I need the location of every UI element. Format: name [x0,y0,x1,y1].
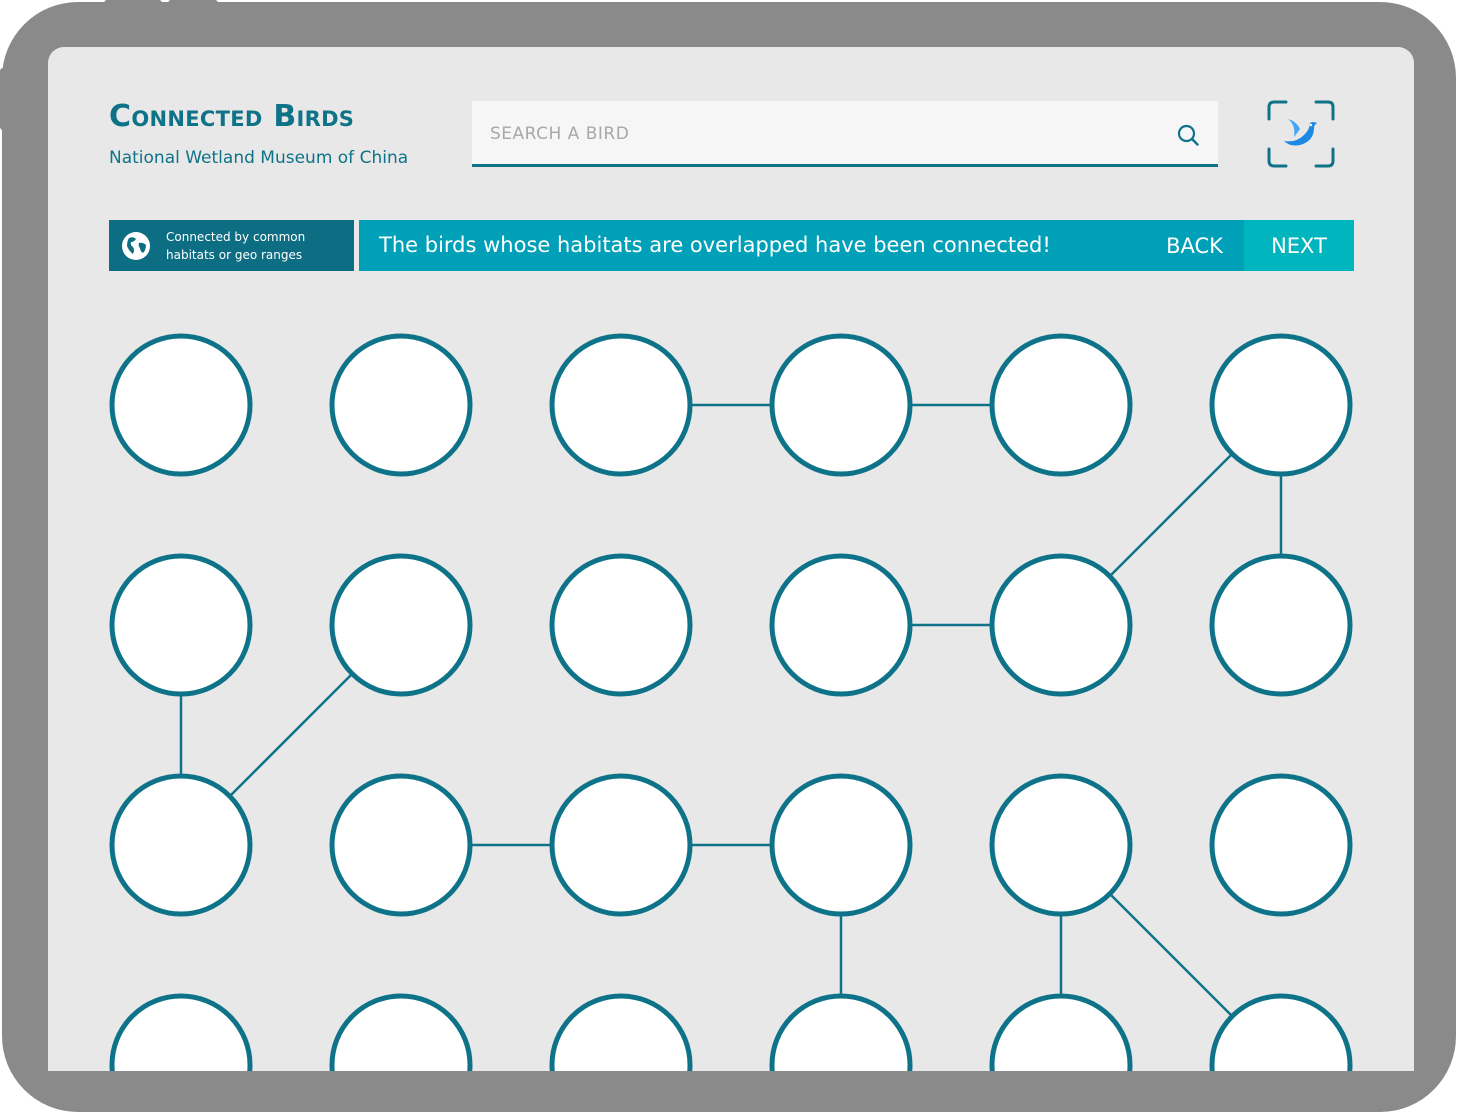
connection-legend: Connected by common habitats or geo rang… [109,220,354,271]
bird-scan-icon[interactable] [1266,99,1336,169]
info-banner: The birds whose habitats are overlapped … [359,220,1244,271]
bird-ring [549,993,693,1071]
connection-link [229,673,353,797]
bird-node-blue-gray-gnatcatcher[interactable] [549,773,693,917]
bird-ring [109,553,253,697]
bird-ring [109,773,253,917]
bird-node-blue-jay[interactable] [329,553,473,697]
bird-ring [1209,773,1353,917]
connection-link [1109,453,1233,577]
bird-node-black-and-white-warbler[interactable] [329,993,473,1071]
app-title: Connected Birds [109,99,355,134]
bird-ring [1209,553,1353,697]
bird-node-european-robin[interactable] [989,993,1133,1071]
bird-node-prairie-warbler[interactable] [1209,553,1353,697]
nodes-layer [109,333,1353,1071]
bird-node-frigatebird[interactable] [1209,773,1353,917]
legend-text: Connected by common habitats or geo rang… [166,230,306,262]
bird-ring [329,553,473,697]
bird-ring [109,993,253,1071]
bird-node-white-breasted-nuthatch[interactable] [1209,993,1353,1071]
bird-ring [109,333,253,477]
bird-ring [989,993,1133,1071]
bird-node-baltimore-oriole[interactable] [1209,333,1353,477]
bird-node-eurasian-blue-tit[interactable] [769,993,913,1071]
bird-ring [769,333,913,477]
bird-node-azure-tit[interactable] [769,773,913,917]
bird-node-great-blue-heron[interactable] [109,773,253,917]
search-icon[interactable] [1176,123,1200,147]
bird-ring [549,553,693,697]
bird-node-blue-headed-finch[interactable] [549,993,693,1071]
next-button[interactable]: NEXT [1244,220,1354,271]
bird-node-great-auk[interactable] [109,333,253,477]
back-button[interactable]: BACK [1145,220,1244,271]
bird-network [109,333,1353,1071]
bird-node-carolina-parakeet[interactable] [769,333,913,477]
bird-node-blue-tit[interactable] [989,553,1133,697]
bird-ring [329,333,473,477]
bird-ring [769,993,913,1071]
bird-ring [1209,993,1353,1071]
bird-ring [549,333,693,477]
app-subtitle: National Wetland Museum of China [109,148,409,168]
banner-message: The birds whose habitats are overlapped … [379,233,1051,257]
bird-node-spectacled-eider[interactable] [329,333,473,477]
bird-ring [769,773,913,917]
bird-ring [989,333,1133,477]
bird-ring [989,553,1133,697]
bird-icon [1284,119,1317,146]
connection-link [1109,893,1233,1017]
links-layer [179,403,1283,1017]
bird-ring [329,993,473,1071]
bird-ring [549,773,693,917]
search-input[interactable] [488,101,1172,166]
bird-node-emerald-tanager[interactable] [769,553,913,697]
bird-node-yellow-warbler-pair[interactable] [989,333,1133,477]
search-bar [472,101,1218,167]
bird-ring [1209,333,1353,477]
app-screen: Connected Birds National Wetland Museum … [48,47,1414,1071]
globe-icon [122,232,150,260]
bird-node-superb-fairywren[interactable] [109,553,253,697]
bird-node-passenger-pigeon[interactable] [549,333,693,477]
bird-node-tree-sparrow[interactable] [989,773,1133,917]
bird-node-grassland-sparrow[interactable] [109,993,253,1071]
bird-ring [769,553,913,697]
bird-ring [989,773,1133,917]
bird-node-night-heron[interactable] [329,773,473,917]
bird-ring [329,773,473,917]
bird-node-common-rosefinch[interactable] [549,553,693,697]
